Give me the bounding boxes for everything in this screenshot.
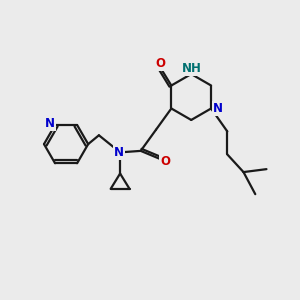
- Text: N: N: [213, 102, 223, 115]
- Text: O: O: [160, 155, 170, 168]
- Text: O: O: [155, 57, 165, 70]
- Text: NH: NH: [182, 61, 202, 75]
- Text: N: N: [114, 146, 124, 159]
- Text: N: N: [45, 117, 55, 130]
